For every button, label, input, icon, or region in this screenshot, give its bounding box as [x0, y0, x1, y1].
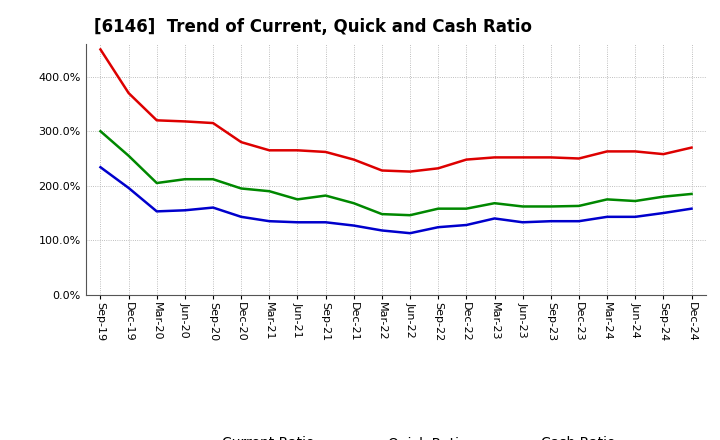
Current Ratio [237, 139, 246, 145]
Current Ratio [96, 47, 105, 52]
Cash Ratio [125, 185, 133, 191]
Line: Quick Ratio: Quick Ratio [101, 131, 691, 215]
Line: Cash Ratio: Cash Ratio [101, 167, 691, 233]
Current Ratio [462, 157, 471, 162]
Quick Ratio [237, 186, 246, 191]
Current Ratio [181, 119, 189, 124]
Current Ratio [687, 145, 696, 150]
Quick Ratio [293, 197, 302, 202]
Quick Ratio [125, 153, 133, 158]
Quick Ratio [603, 197, 611, 202]
Current Ratio [321, 149, 330, 154]
Quick Ratio [406, 213, 415, 218]
Current Ratio [575, 156, 583, 161]
Cash Ratio [265, 219, 274, 224]
Current Ratio [125, 91, 133, 96]
Current Ratio [377, 168, 386, 173]
Quick Ratio [321, 193, 330, 198]
Quick Ratio [518, 204, 527, 209]
Current Ratio [490, 155, 499, 160]
Quick Ratio [377, 212, 386, 217]
Quick Ratio [96, 128, 105, 134]
Cash Ratio [603, 214, 611, 220]
Quick Ratio [546, 204, 555, 209]
Current Ratio [546, 155, 555, 160]
Quick Ratio [265, 189, 274, 194]
Cash Ratio [406, 231, 415, 236]
Line: Current Ratio: Current Ratio [101, 49, 691, 172]
Current Ratio [603, 149, 611, 154]
Quick Ratio [490, 201, 499, 206]
Cash Ratio [349, 223, 358, 228]
Cash Ratio [321, 220, 330, 225]
Cash Ratio [659, 210, 667, 216]
Cash Ratio [153, 209, 161, 214]
Current Ratio [434, 166, 443, 171]
Cash Ratio [631, 214, 639, 220]
Cash Ratio [377, 228, 386, 233]
Quick Ratio [462, 206, 471, 211]
Quick Ratio [659, 194, 667, 199]
Current Ratio [631, 149, 639, 154]
Cash Ratio [490, 216, 499, 221]
Quick Ratio [434, 206, 443, 211]
Cash Ratio [209, 205, 217, 210]
Current Ratio [659, 151, 667, 157]
Legend: Current Ratio, Quick Ratio, Cash Ratio: Current Ratio, Quick Ratio, Cash Ratio [172, 432, 620, 440]
Cash Ratio [434, 224, 443, 230]
Quick Ratio [575, 203, 583, 209]
Quick Ratio [209, 176, 217, 182]
Current Ratio [153, 117, 161, 123]
Quick Ratio [181, 176, 189, 182]
Cash Ratio [293, 220, 302, 225]
Quick Ratio [687, 191, 696, 197]
Cash Ratio [546, 219, 555, 224]
Cash Ratio [462, 222, 471, 227]
Cash Ratio [518, 220, 527, 225]
Current Ratio [209, 121, 217, 126]
Quick Ratio [631, 198, 639, 204]
Quick Ratio [349, 201, 358, 206]
Cash Ratio [575, 219, 583, 224]
Quick Ratio [153, 180, 161, 186]
Cash Ratio [181, 208, 189, 213]
Cash Ratio [96, 165, 105, 170]
Current Ratio [518, 155, 527, 160]
Current Ratio [406, 169, 415, 174]
Current Ratio [293, 148, 302, 153]
Text: [6146]  Trend of Current, Quick and Cash Ratio: [6146] Trend of Current, Quick and Cash … [94, 18, 531, 36]
Current Ratio [349, 157, 358, 162]
Cash Ratio [687, 206, 696, 211]
Current Ratio [265, 148, 274, 153]
Cash Ratio [237, 214, 246, 220]
